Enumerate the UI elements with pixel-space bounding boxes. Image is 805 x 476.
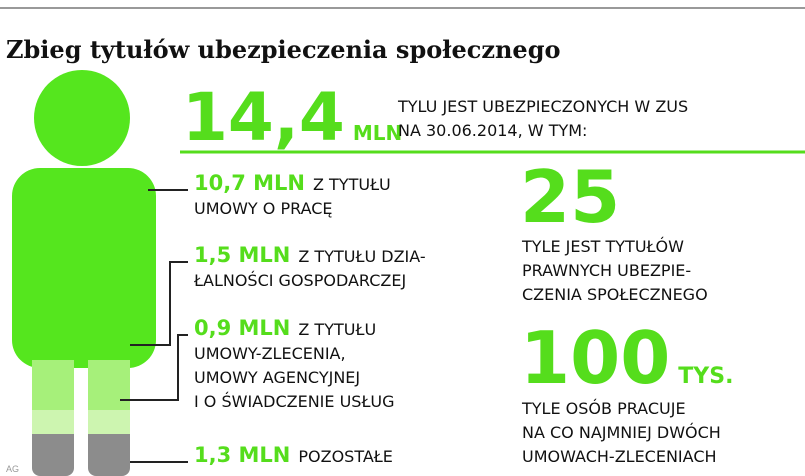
headline-value: 14,4 bbox=[182, 79, 345, 156]
item-text: Z TYTUŁU bbox=[298, 320, 376, 339]
stat-unit: TYS. bbox=[678, 364, 733, 389]
item-text: UMOWY O PRACĘ bbox=[194, 199, 333, 218]
leader-lines bbox=[120, 189, 188, 463]
stat-text: TYLE JEST TYTUŁÓW bbox=[521, 237, 684, 256]
item-value: 1,5 MLN bbox=[194, 243, 290, 267]
stat-value: 100 bbox=[520, 316, 670, 400]
stat-text: UMOWACH-ZLECENIACH bbox=[522, 447, 717, 466]
stat-text: PRAWNYCH UBEZPIE- bbox=[522, 261, 691, 280]
item-text: UMOWY AGENCYJNEJ bbox=[194, 368, 360, 387]
stat-text: TYLE OSÓB PRACUJE bbox=[521, 399, 686, 418]
item-value: 0,9 MLN bbox=[194, 316, 290, 340]
item-text: POZOSTAŁE bbox=[298, 447, 393, 466]
item-value: 10,7 MLN bbox=[194, 171, 305, 195]
headline-unit: MLN bbox=[353, 121, 402, 145]
headline-text: NA 30.06.2014, W TYM: bbox=[398, 121, 587, 140]
figure bbox=[12, 70, 156, 476]
headline-text: TYLU JEST UBEZPIECZONYCH W ZUS bbox=[397, 97, 688, 116]
title: Zbieg tytułów ubezpieczenia społecznego bbox=[6, 35, 560, 64]
stat-text: NA CO NAJMNIEJ DWÓCH bbox=[522, 423, 721, 442]
stat-value: 25 bbox=[520, 155, 620, 239]
item-text: ŁALNOŚCI GOSPODARCZEJ bbox=[193, 271, 406, 290]
item-value: 1,3 MLN bbox=[194, 443, 290, 467]
item-text: UMOWY-ZLECENIA, bbox=[194, 344, 346, 363]
stat-text: CZENIA SPOŁECZNEGO bbox=[522, 285, 708, 304]
item-text: Z TYTUŁU DZIA- bbox=[298, 247, 425, 266]
item-text: Z TYTUŁU bbox=[313, 175, 391, 194]
credit: AG bbox=[6, 464, 19, 474]
item-text: I O ŚWIADCZENIE USŁUG bbox=[194, 392, 395, 411]
